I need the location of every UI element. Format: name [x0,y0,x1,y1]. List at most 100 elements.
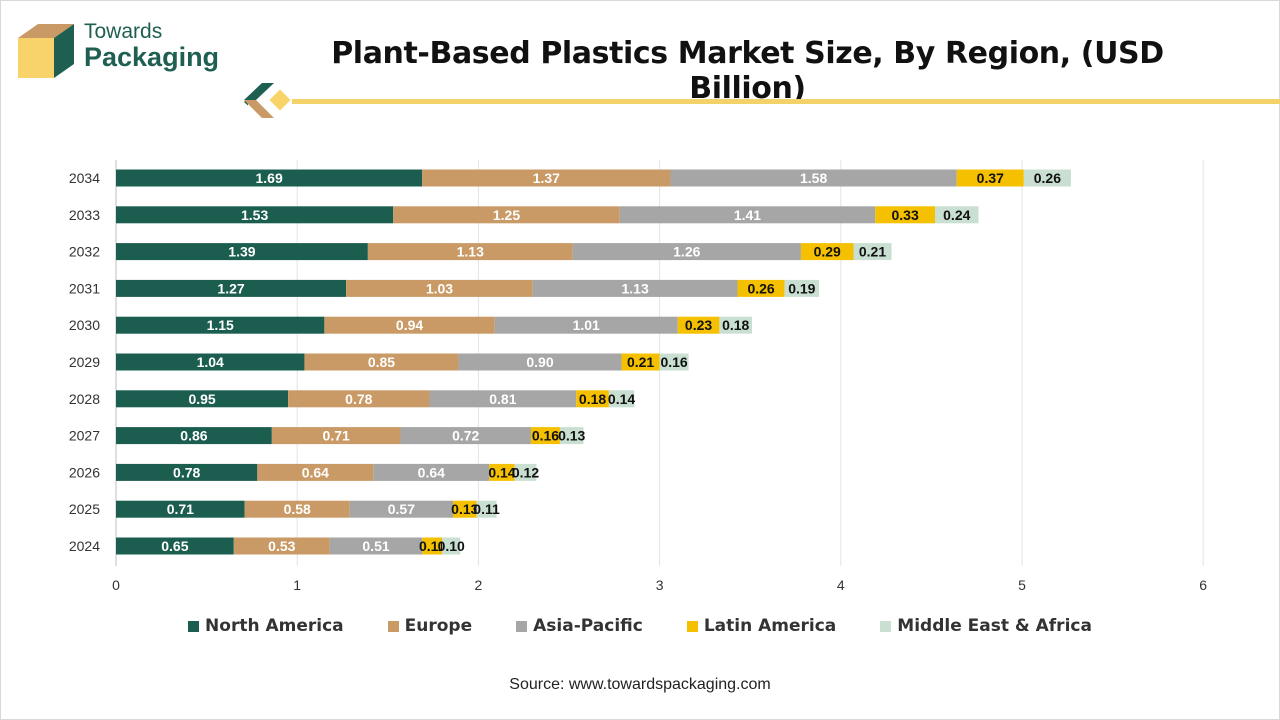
legend-label: Middle East & Africa [897,616,1092,636]
data-label: 1.15 [207,317,234,333]
data-label: 0.13 [451,501,478,517]
bar-segment [1023,169,1071,187]
x-tick-label: 2 [475,577,483,593]
bar-segment [116,353,305,371]
bar-segment [116,427,272,445]
data-label: 1.13 [457,244,484,260]
diamond-icon [244,83,294,118]
source-note: Source: www.towardspackaging.com [509,676,771,693]
y-tick-label: 2033 [69,207,100,223]
legend-swatch [880,620,892,632]
data-label: 0.64 [302,464,329,480]
data-label: 0.94 [396,317,423,333]
data-label: 1.26 [673,244,700,260]
y-tick-label: 2025 [69,501,100,517]
bar-segment [373,463,490,481]
data-label: 0.19 [788,280,815,296]
bar-segment [875,206,936,224]
data-label: 1.27 [217,280,244,296]
bar-segment [257,463,374,481]
legend-label: Asia-Pacific [533,616,643,636]
bar-segment [116,537,234,555]
data-label: 0.85 [368,354,395,370]
bar-segment [400,427,531,445]
bar-segment [621,353,660,371]
data-label: 1.53 [241,207,268,223]
data-label: 0.24 [943,207,970,223]
bar-segment [349,500,454,518]
bar-segment [116,206,394,224]
bar-segment [116,316,325,334]
bar-segment [619,206,876,224]
data-label: 0.51 [362,538,389,554]
bar-segment [367,243,573,261]
bar-segment [116,169,423,187]
y-tick-label: 2026 [69,464,100,480]
data-label: 0.78 [345,391,372,407]
bar-segment [719,316,753,334]
bar-segment [532,279,738,297]
bar-segment [116,390,289,408]
bar-segment [476,500,497,518]
data-label: 0.14 [488,464,515,480]
bar-segment [329,537,423,555]
legend-swatch [516,620,528,632]
data-label: 0.86 [180,428,207,444]
data-label: 1.41 [734,207,761,223]
data-label: 0.37 [977,170,1004,186]
legend-label: North America [205,616,344,636]
bar-segment [530,427,560,445]
bar-segment [429,390,577,408]
legend-item: Middle East & Africa [880,616,1092,636]
data-label: 0.13 [558,428,585,444]
data-label: 1.04 [197,354,224,370]
bar-segment [853,243,892,261]
data-label: 0.26 [747,280,774,296]
bar-segment [244,500,350,518]
data-label: 0.78 [173,464,200,480]
bar-segment [572,243,801,261]
data-label: 0.65 [161,538,188,554]
data-label: 0.11 [419,538,446,554]
bar-segment [422,169,671,187]
data-label: 0.58 [284,501,311,517]
x-tick-label: 6 [1199,577,1207,593]
x-tick-label: 4 [837,577,845,593]
x-tick-label: 3 [656,577,664,593]
legend-item: North America [188,616,344,636]
bar-segment [453,500,477,518]
bar-segment [116,463,258,481]
data-label: 0.16 [532,428,559,444]
data-label: 0.21 [627,354,654,370]
data-label: 1.69 [255,170,282,186]
bar-segment [442,537,461,555]
data-label: 0.26 [1034,170,1061,186]
bar-segment [670,169,957,187]
bar-segment [576,390,609,408]
data-label: 1.01 [573,317,600,333]
bar-segment [489,463,515,481]
x-tick-label: 1 [293,577,301,593]
data-label: 1.25 [493,207,520,223]
bar-segment [458,353,622,371]
data-label: 0.81 [489,391,516,407]
legend-item: Europe [387,616,472,636]
legend-swatch [387,620,399,632]
bar-segment [233,537,330,555]
data-label: 0.33 [892,207,919,223]
data-label: 0.57 [388,501,415,517]
data-label: 0.12 [512,464,539,480]
bar-segment [608,390,635,408]
legend-swatch [686,620,698,632]
data-label: 0.16 [660,354,687,370]
title-underline [292,99,1280,104]
legend-swatch [188,620,200,632]
bar-segment [677,316,720,334]
data-label: 0.72 [452,428,479,444]
y-tick-label: 2027 [69,428,100,444]
data-label: 1.58 [800,170,827,186]
data-label: 0.18 [579,391,606,407]
bar-segment [514,463,537,481]
legend-item: Latin America [686,616,836,636]
data-label: 0.11 [473,501,500,517]
